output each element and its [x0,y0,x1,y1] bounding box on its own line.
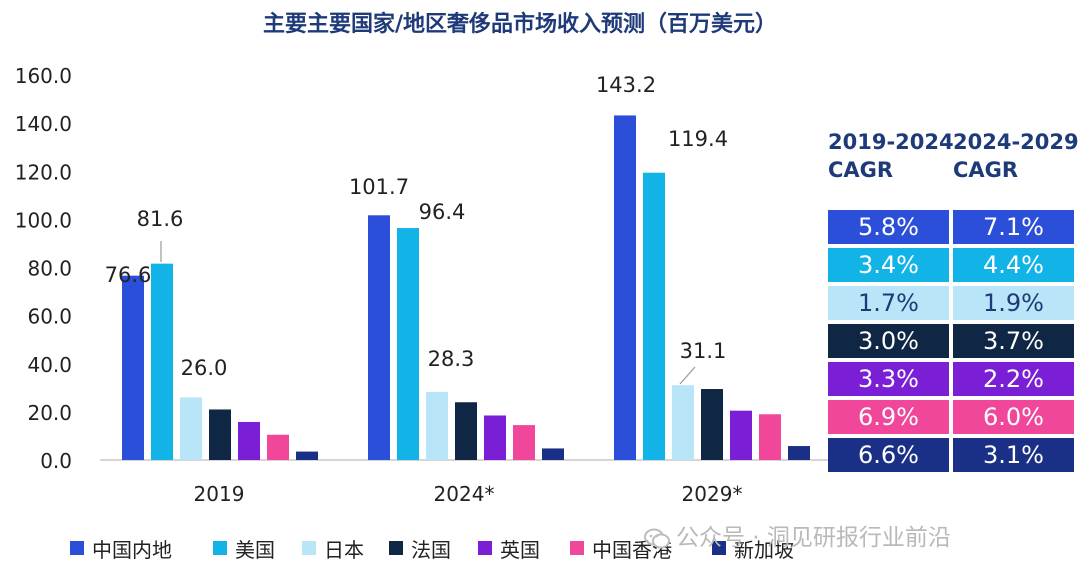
data-label: 31.1 [680,339,727,363]
cagr-cell: 5.8% [828,210,949,244]
cagr-cell: 1.7% [828,286,949,320]
cagr-header: 2019-2024 CAGR [828,130,954,182]
bar-2024-4 [484,415,506,460]
cagr-cell: 6.9% [828,400,949,434]
legend-label: 英国 [500,538,540,562]
bar-2019-5 [267,434,289,460]
cagr-cell: 3.1% [953,438,1074,472]
bar-2024-2 [426,391,448,460]
y-tick-label: 140.0 [15,112,72,136]
legend-swatch [70,541,84,555]
y-tick-label: 160.0 [15,64,72,88]
bar-2024-3 [455,402,477,460]
bar-2029-3 [701,389,723,460]
y-tick-label: 60.0 [27,305,72,329]
legend-swatch [712,541,726,555]
y-tick-label: 120.0 [15,160,72,184]
cagr-cell: 1.9% [953,286,1074,320]
legend-swatch [213,541,227,555]
data-label: 101.7 [349,175,409,199]
bar-2029-6 [788,446,810,460]
cagr-cell: 6.0% [953,400,1074,434]
chart-title: 主要主要国家/地区奢侈品市场收入预测（百万美元） [262,12,778,37]
bar-2029-5 [759,414,781,460]
legend-swatch [302,541,316,555]
cagr-cell: 7.1% [953,210,1074,244]
data-label: 28.3 [428,347,475,371]
bar-2024-1 [397,228,419,460]
cagr-cell: 6.6% [828,438,949,472]
bar-2029-2 [672,385,694,460]
cagr-cell: 4.4% [953,248,1074,282]
bar-2019-4 [238,421,260,460]
cagr-cell: 2.2% [953,362,1074,396]
bar-2019-3 [209,409,231,460]
y-tick-label: 0.0 [40,449,72,473]
bar-2029-4 [730,410,752,460]
y-tick-label: 20.0 [27,401,72,425]
y-tick-label: 100.0 [15,208,72,232]
legend-label: 中国内地 [92,538,172,562]
bar-2029-1 [643,172,665,460]
bar-2019-0 [122,275,144,460]
data-label: 96.4 [419,200,466,224]
data-label: 143.2 [596,73,656,97]
cagr-cell: 3.4% [828,248,949,282]
data-label: 81.6 [137,207,184,231]
legend-label: 新加坡 [734,538,794,562]
legend-swatch [478,541,492,555]
legend-label: 法国 [411,538,451,562]
legend-swatch [389,541,403,555]
leader-line [679,366,696,385]
legend-label: 美国 [235,538,275,562]
cagr-cell: 3.7% [953,324,1074,358]
watermark: 公众号 · 洞见研报行业前沿 [644,518,951,552]
category-label: 2029* [682,482,743,506]
data-label: 76.6 [105,263,152,287]
y-tick-label: 80.0 [27,257,72,281]
cagr-cell: 3.0% [828,324,949,358]
category-label: 2019 [194,482,245,506]
legend-label: 日本 [324,538,364,562]
bar-2024-6 [542,448,564,460]
bar-2024-5 [513,425,535,460]
category-label: 2024* [434,482,495,506]
bar-2029-0 [614,115,636,461]
bar-2024-0 [368,215,390,460]
bar-2019-1 [151,263,173,460]
y-tick-label: 40.0 [27,353,72,377]
cagr-header: 2024-2029 CAGR [953,130,1079,182]
cagr-cell: 3.3% [828,362,949,396]
watermark-text: 公众号 · 洞见研报行业前沿 [676,525,951,551]
bar-2019-2 [180,397,202,460]
data-label: 119.4 [668,127,728,151]
data-label: 26.0 [181,356,228,380]
legend-swatch [570,541,584,555]
wechat-icon [644,528,670,548]
bar-2019-6 [296,451,318,460]
